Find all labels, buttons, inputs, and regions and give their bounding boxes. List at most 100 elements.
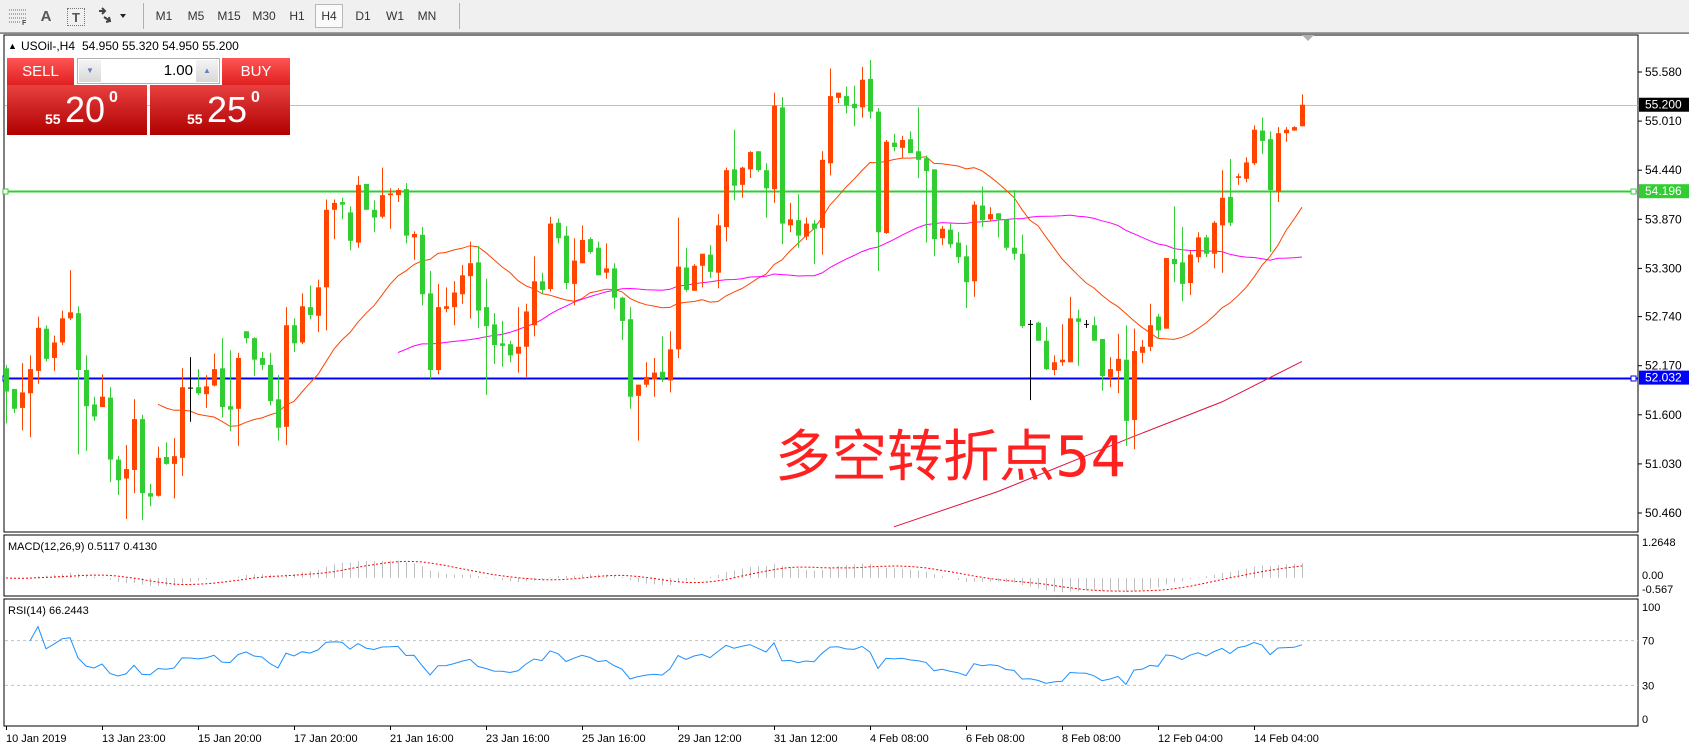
- candle: [1108, 357, 1113, 388]
- resistance-line-handle[interactable]: [1630, 188, 1637, 195]
- candle-body: [284, 325, 289, 427]
- candle: [1276, 127, 1281, 203]
- candle-body: [996, 213, 1001, 220]
- candle: [324, 199, 329, 331]
- candle-body: [556, 222, 561, 239]
- candle: [172, 438, 177, 499]
- lot-size-input[interactable]: 1.00: [163, 62, 193, 79]
- candle-body: [1068, 318, 1073, 363]
- candle-body: [260, 357, 265, 365]
- candle: [668, 331, 673, 393]
- candle-body: [820, 159, 825, 228]
- candle-body: [4, 368, 9, 392]
- arrows-dropdown-icon[interactable]: [96, 5, 130, 27]
- candle-body: [732, 169, 737, 186]
- fibonacci-lines-icon[interactable]: F: [6, 5, 30, 27]
- candle: [988, 207, 993, 222]
- text-icon[interactable]: A: [40, 7, 52, 25]
- time-label: 17 Jan 20:00: [294, 733, 358, 745]
- candle: [404, 183, 409, 244]
- candle-body: [588, 239, 593, 253]
- candle: [804, 217, 809, 240]
- main-pane-frame: [3, 34, 1639, 533]
- candle-body: [44, 328, 49, 359]
- candle: [44, 325, 49, 362]
- lot-decrease-button[interactable]: ▼: [79, 60, 101, 82]
- header-arrow[interactable]: ▲: [8, 41, 17, 51]
- candle: [780, 96, 785, 245]
- candle: [1300, 94, 1305, 127]
- text-label-icon[interactable]: T: [67, 8, 85, 26]
- candle: [388, 188, 393, 229]
- ma-fast-line: [157, 156, 1303, 427]
- candle: [180, 368, 185, 476]
- candle: [796, 194, 801, 248]
- candle: [476, 245, 481, 328]
- timeframe-m5[interactable]: M5: [187, 9, 205, 23]
- candle-body: [332, 202, 337, 210]
- candle: [348, 206, 353, 251]
- macd-tick-label: 0.00: [1642, 570, 1663, 582]
- resistance-price-box: [1639, 184, 1689, 199]
- support-price-label: 52.032: [1645, 371, 1682, 385]
- candle: [980, 186, 985, 228]
- timeframe-m30[interactable]: M30: [252, 9, 276, 23]
- sell-price-button[interactable]: 55 20 0: [7, 85, 147, 135]
- timeframe-d1[interactable]: D1: [355, 9, 371, 23]
- timeframe-m1[interactable]: M1: [155, 9, 173, 23]
- candle: [212, 353, 217, 387]
- candle-body: [668, 349, 673, 381]
- candle-body: [548, 223, 553, 290]
- resistance-line-handle[interactable]: [2, 188, 9, 195]
- candle-body: [220, 368, 225, 408]
- candle-body: [684, 267, 689, 290]
- candle: [1244, 157, 1249, 183]
- chart-shift-marker-icon[interactable]: [1302, 35, 1314, 41]
- candle: [28, 355, 33, 438]
- time-label: 4 Feb 08:00: [870, 733, 929, 745]
- candle-body: [524, 311, 529, 347]
- rsi-tick-label: 100: [1642, 602, 1660, 614]
- timeframe-h4[interactable]: H4: [315, 4, 343, 28]
- candle-body: [1124, 359, 1129, 421]
- timeframe-mn[interactable]: MN: [417, 9, 437, 23]
- candle: [52, 335, 57, 371]
- candle: [812, 220, 817, 265]
- candle-body: [92, 404, 97, 417]
- buy-button[interactable]: BUY: [222, 58, 290, 85]
- candle: [244, 331, 249, 344]
- candle: [140, 414, 145, 520]
- candle-body: [1140, 346, 1145, 353]
- candle: [972, 201, 977, 297]
- candle: [268, 352, 273, 406]
- candle-body: [164, 457, 169, 464]
- candle-body: [172, 456, 177, 464]
- candle-body: [100, 396, 105, 408]
- timeframe-m15[interactable]: M15: [217, 9, 241, 23]
- candle: [420, 227, 425, 306]
- candle-body: [396, 190, 401, 196]
- lot-size-stepper[interactable]: ▼ 1.00 ▲: [77, 58, 220, 84]
- candle: [124, 444, 129, 520]
- candle: [516, 307, 521, 373]
- support-line-handle[interactable]: [1630, 375, 1637, 382]
- candle: [628, 307, 633, 409]
- candle-body: [1036, 322, 1041, 341]
- candle: [740, 166, 745, 198]
- candle: [1172, 206, 1177, 283]
- candle: [1068, 296, 1073, 363]
- chart-annotation-text[interactable]: 多空转折点54: [775, 425, 1127, 490]
- sell-button[interactable]: SELL: [7, 58, 74, 85]
- candle: [932, 169, 937, 257]
- candle-body: [140, 419, 145, 494]
- timeframe-h1[interactable]: H1: [289, 9, 305, 23]
- candle: [436, 283, 441, 375]
- candle-body: [364, 183, 369, 210]
- candle: [588, 237, 593, 254]
- lot-increase-button[interactable]: ▲: [196, 60, 218, 82]
- timeframe-w1[interactable]: W1: [386, 9, 404, 23]
- buy-price-button[interactable]: 55 25 0: [150, 85, 290, 135]
- candle: [1036, 321, 1041, 341]
- candle: [900, 135, 905, 159]
